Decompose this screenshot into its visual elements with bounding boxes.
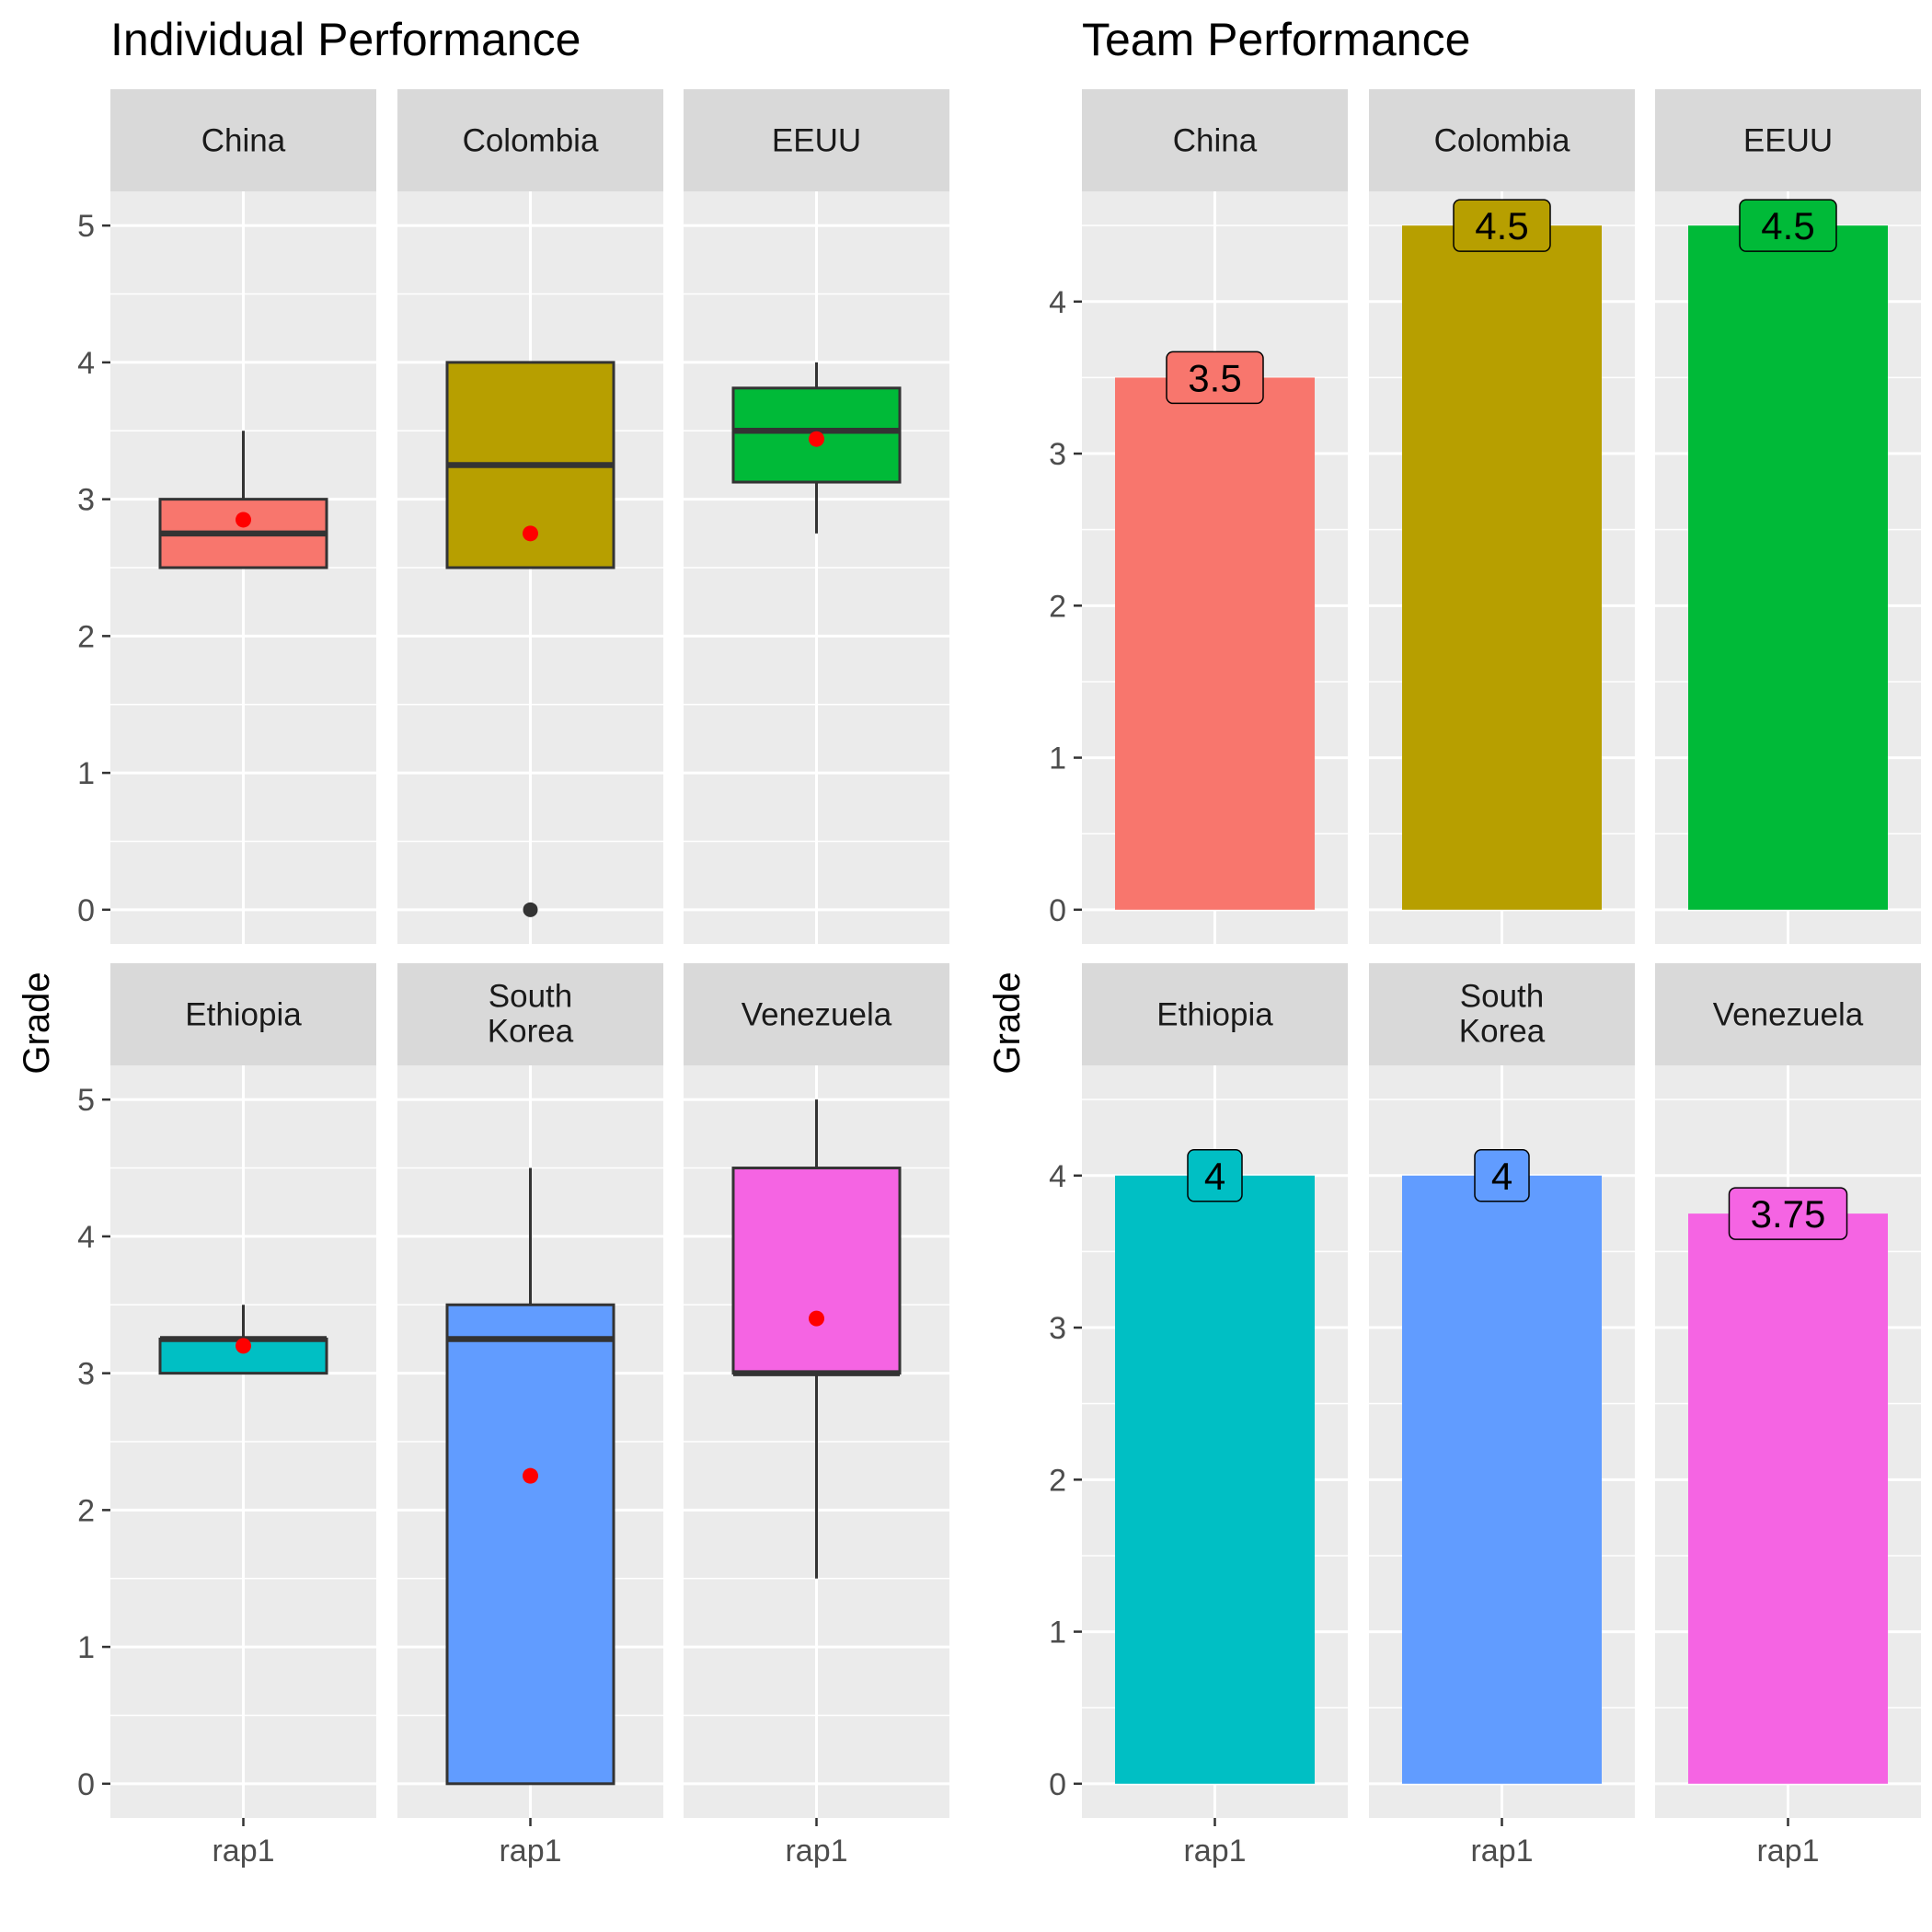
team-y-tick-label: 4: [1049, 285, 1066, 320]
individual-y-tick-label: 0: [77, 1767, 95, 1802]
individual-strip-label-south-korea: South Korea: [488, 979, 574, 1050]
value-label-box-colombia: [1453, 199, 1551, 252]
box-south-korea: [445, 1303, 615, 1786]
outlier-point-colombia: [523, 902, 538, 917]
individual-y-tick-label: 2: [77, 1493, 95, 1528]
value-label-box-venezuela: [1728, 1187, 1848, 1240]
team-strip-ethiopia: [1082, 963, 1348, 1065]
mean-point-eeuu: [809, 431, 824, 447]
individual-performance-boxplots: China 0 1 2 3 4 5 Colombia EEUU Ethiopia 0 1 2 3 4 5 rap…: [77, 89, 949, 1869]
team-strip-label-china: China: [1173, 123, 1258, 159]
individual-x-tick-label: rap1: [212, 1834, 274, 1869]
box-venezuela: [731, 1167, 902, 1375]
individual-strip-label-venezuela: Venezuela: [742, 997, 892, 1033]
mean-point-south-korea: [523, 1467, 538, 1484]
individual-y-tick-label: 1: [77, 1630, 95, 1665]
value-label-ethiopia: 4: [1204, 1155, 1225, 1198]
bar-china: [1115, 377, 1315, 910]
team-y-tick-label: 1: [1049, 742, 1066, 776]
individual-x-tick-label: rap1: [785, 1834, 847, 1869]
team-strip-label-line: Korea: [1459, 1014, 1546, 1050]
bar-venezuela: [1688, 1213, 1888, 1784]
value-label-south-korea: 4: [1491, 1155, 1512, 1198]
team-strip-eeuu: [1655, 89, 1921, 191]
team-y-axis-label: Grade: [987, 972, 1028, 1074]
team-performance-title: Team Performance: [1082, 14, 1470, 65]
mean-point-colombia: [523, 525, 538, 542]
individual-strip-label-line: South: [489, 979, 572, 1015]
value-label-box-eeuu: [1739, 199, 1837, 252]
bar-ethiopia: [1115, 1175, 1315, 1784]
team-y-tick-label: 1: [1049, 1616, 1066, 1650]
individual-strip-colombia: [397, 89, 663, 191]
mean-point-venezuela: [809, 1310, 824, 1327]
individual-y-tick-label: 3: [77, 483, 95, 518]
team-strip-colombia: [1369, 89, 1635, 191]
team-x-tick-label: rap1: [1756, 1834, 1819, 1869]
value-label-box-ethiopia: [1187, 1149, 1243, 1202]
individual-y-tick-label: 4: [77, 1220, 95, 1255]
bar-south-korea: [1402, 1175, 1602, 1784]
individual-strip-label-ethiopia: Ethiopia: [185, 997, 302, 1033]
individual-y-tick-label: 4: [77, 346, 95, 381]
value-label-colombia: 4.5: [1475, 204, 1528, 247]
individual-x-tick-label: rap1: [499, 1834, 561, 1869]
team-strip-label-colombia: Colombia: [1434, 123, 1570, 159]
individual-strip-label-eeuu: EEUU: [772, 123, 861, 159]
team-strip-label-ethiopia: Ethiopia: [1156, 997, 1273, 1033]
team-y-tick-label: 2: [1049, 589, 1066, 624]
individual-strip-ethiopia: [110, 963, 376, 1065]
individual-y-tick-label: 5: [77, 1083, 95, 1118]
individual-strip-label-colombia: Colombia: [463, 123, 599, 159]
team-strip-south-korea: [1369, 963, 1635, 1065]
individual-strip-label-china: China: [201, 123, 286, 159]
individual-strip-china: [110, 89, 376, 191]
team-y-tick-label: 0: [1049, 893, 1066, 928]
value-label-box-south-korea: [1474, 1149, 1530, 1202]
team-strip-label-eeuu: EEUU: [1743, 123, 1833, 159]
team-y-tick-label: 0: [1049, 1767, 1066, 1802]
individual-performance-title: Individual Performance: [110, 14, 581, 65]
team-y-tick-label: 2: [1049, 1463, 1066, 1498]
individual-strip-label-line: Korea: [488, 1014, 574, 1050]
team-strip-label-line: South: [1460, 979, 1544, 1015]
individual-y-tick-label: 0: [77, 893, 95, 928]
team-strip-china: [1082, 89, 1348, 191]
individual-y-tick-label: 1: [77, 756, 95, 791]
mean-point-ethiopia: [236, 1338, 251, 1354]
individual-strip-south-korea: [397, 963, 663, 1065]
value-label-china: 3.5: [1188, 356, 1241, 399]
team-strip-label-south-korea: South Korea: [1459, 979, 1546, 1050]
team-y-tick-label: 3: [1049, 1311, 1066, 1346]
team-y-tick-label: 3: [1049, 437, 1066, 472]
individual-strip-venezuela: [684, 963, 949, 1065]
team-strip-venezuela: [1655, 963, 1921, 1065]
team-y-tick-label: 4: [1049, 1159, 1066, 1194]
individual-strip-eeuu: [684, 89, 949, 191]
individual-y-axis-label: Grade: [17, 972, 57, 1074]
value-label-box-china: [1166, 351, 1264, 405]
value-label-eeuu: 4.5: [1761, 204, 1814, 247]
team-x-tick-label: rap1: [1470, 1834, 1533, 1869]
individual-y-tick-label: 5: [77, 209, 95, 244]
team-performance-barplots: China 0 1 2 3 4 3.5 Colombia 4.5 EEUU 4.5 Ethiopia 0…: [1049, 89, 1921, 1869]
individual-y-tick-label: 3: [77, 1357, 95, 1392]
mean-point-china: [236, 512, 251, 528]
team-strip-label-venezuela: Venezuela: [1713, 997, 1864, 1033]
value-label-venezuela: 3.75: [1751, 1192, 1826, 1236]
bar-eeuu: [1688, 225, 1888, 910]
team-x-tick-label: rap1: [1183, 1834, 1246, 1869]
bar-colombia: [1402, 225, 1602, 910]
individual-y-tick-label: 2: [77, 619, 95, 654]
